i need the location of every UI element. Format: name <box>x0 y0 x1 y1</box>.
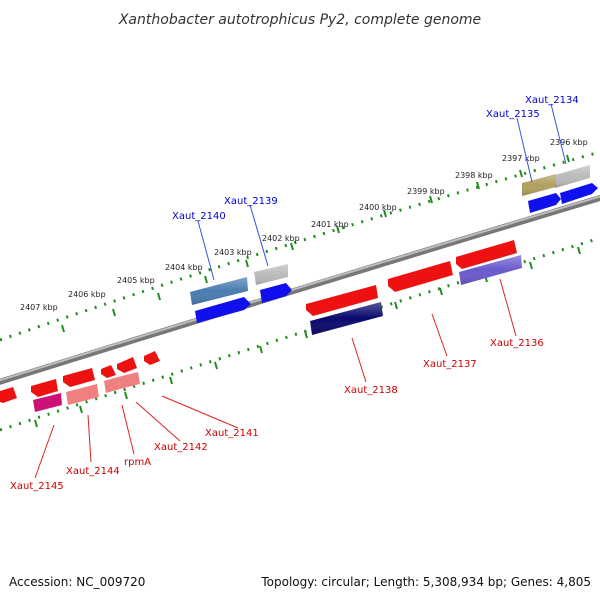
gene-xaut-2138-arrow[interactable] <box>306 285 378 316</box>
label-xaut-2144[interactable]: Xaut_2144 <box>66 466 120 477</box>
reverse-gene-labels: Xaut_2136 Xaut_2137 Xaut_2138 Xaut_2141 … <box>10 338 544 492</box>
label-xaut-2145[interactable]: Xaut_2145 <box>10 481 64 492</box>
label-xaut-2135[interactable]: Xaut_2135 <box>486 109 540 120</box>
gene-xaut-2134-arrow[interactable] <box>560 183 598 204</box>
label-xaut-2141[interactable]: Xaut_2141 <box>205 428 259 439</box>
gene-xaut-2137-arrow[interactable] <box>388 261 453 292</box>
gene-xaut-2144-box[interactable] <box>66 384 99 405</box>
scale-labels: 2396 kbp 2397 kbp 2398 kbp 2399 kbp 2400… <box>20 138 588 312</box>
scale-label-2405: 2405 kbp <box>117 276 155 285</box>
gene-xaut-2136-arrow[interactable] <box>456 240 517 269</box>
feature-shading <box>190 165 590 335</box>
gene-xaut-2146-arrow[interactable] <box>0 387 17 403</box>
scale-label-2402: 2402 kbp <box>262 234 300 243</box>
scale-label-2406: 2406 kbp <box>68 290 106 299</box>
scale-track-forward <box>0 150 600 342</box>
genome-backbone <box>0 194 600 385</box>
label-xaut-2142[interactable]: Xaut_2142 <box>154 442 208 453</box>
reverse-features <box>0 240 522 412</box>
label-xaut-2138[interactable]: Xaut_2138 <box>344 385 398 396</box>
gene-rpma-arrow[interactable] <box>101 365 116 378</box>
scale-label-2404: 2404 kbp <box>165 263 203 272</box>
gene-xaut-2141-arrow[interactable] <box>144 351 160 365</box>
label-xaut-2140[interactable]: Xaut_2140 <box>172 211 226 222</box>
label-xaut-2137[interactable]: Xaut_2137 <box>423 359 477 370</box>
gene-xaut-2135-arrow[interactable] <box>528 193 561 213</box>
scale-label-2397: 2397 kbp <box>502 154 540 163</box>
gene-xaut-2142-box[interactable] <box>118 372 140 389</box>
forward-leader-lines <box>197 103 567 281</box>
gene-xaut-2144-arrow[interactable] <box>63 368 95 387</box>
forward-gene-labels: Xaut_2134 Xaut_2135 Xaut_2139 Xaut_2140 <box>172 95 579 222</box>
scale-label-2399: 2399 kbp <box>407 187 445 196</box>
reverse-leader-lines <box>34 278 517 479</box>
gene-xaut-2145-arrow[interactable] <box>31 379 58 397</box>
topology-summary: Topology: circular; Length: 5,308,934 bp… <box>260 575 591 589</box>
scale-label-2407: 2407 kbp <box>20 303 58 312</box>
gene-xaut-2142-arrow[interactable] <box>117 357 137 373</box>
gene-rpma-box[interactable] <box>104 377 120 393</box>
scale-label-2401: 2401 kbp <box>311 220 349 229</box>
label-xaut-2134[interactable]: Xaut_2134 <box>525 95 579 106</box>
gene-xaut-2139-arrow[interactable] <box>260 283 292 303</box>
major-ticks-forward <box>61 154 570 333</box>
gene-xaut-2145-box[interactable] <box>33 393 62 412</box>
scale-label-2398: 2398 kbp <box>455 171 493 180</box>
scale-label-2403: 2403 kbp <box>214 248 252 257</box>
scale-label-2396: 2396 kbp <box>550 138 588 147</box>
map-title: Xanthobacter autotrophicus Py2, complete… <box>118 12 481 28</box>
label-xaut-2136[interactable]: Xaut_2136 <box>490 338 544 349</box>
gene-xaut-2140-arrow[interactable] <box>195 297 251 323</box>
label-rpma[interactable]: rpmA <box>124 457 151 468</box>
label-xaut-2139[interactable]: Xaut_2139 <box>224 196 278 207</box>
scale-label-2400: 2400 kbp <box>359 203 397 212</box>
accession-text: Accession: NC_009720 <box>9 575 145 589</box>
